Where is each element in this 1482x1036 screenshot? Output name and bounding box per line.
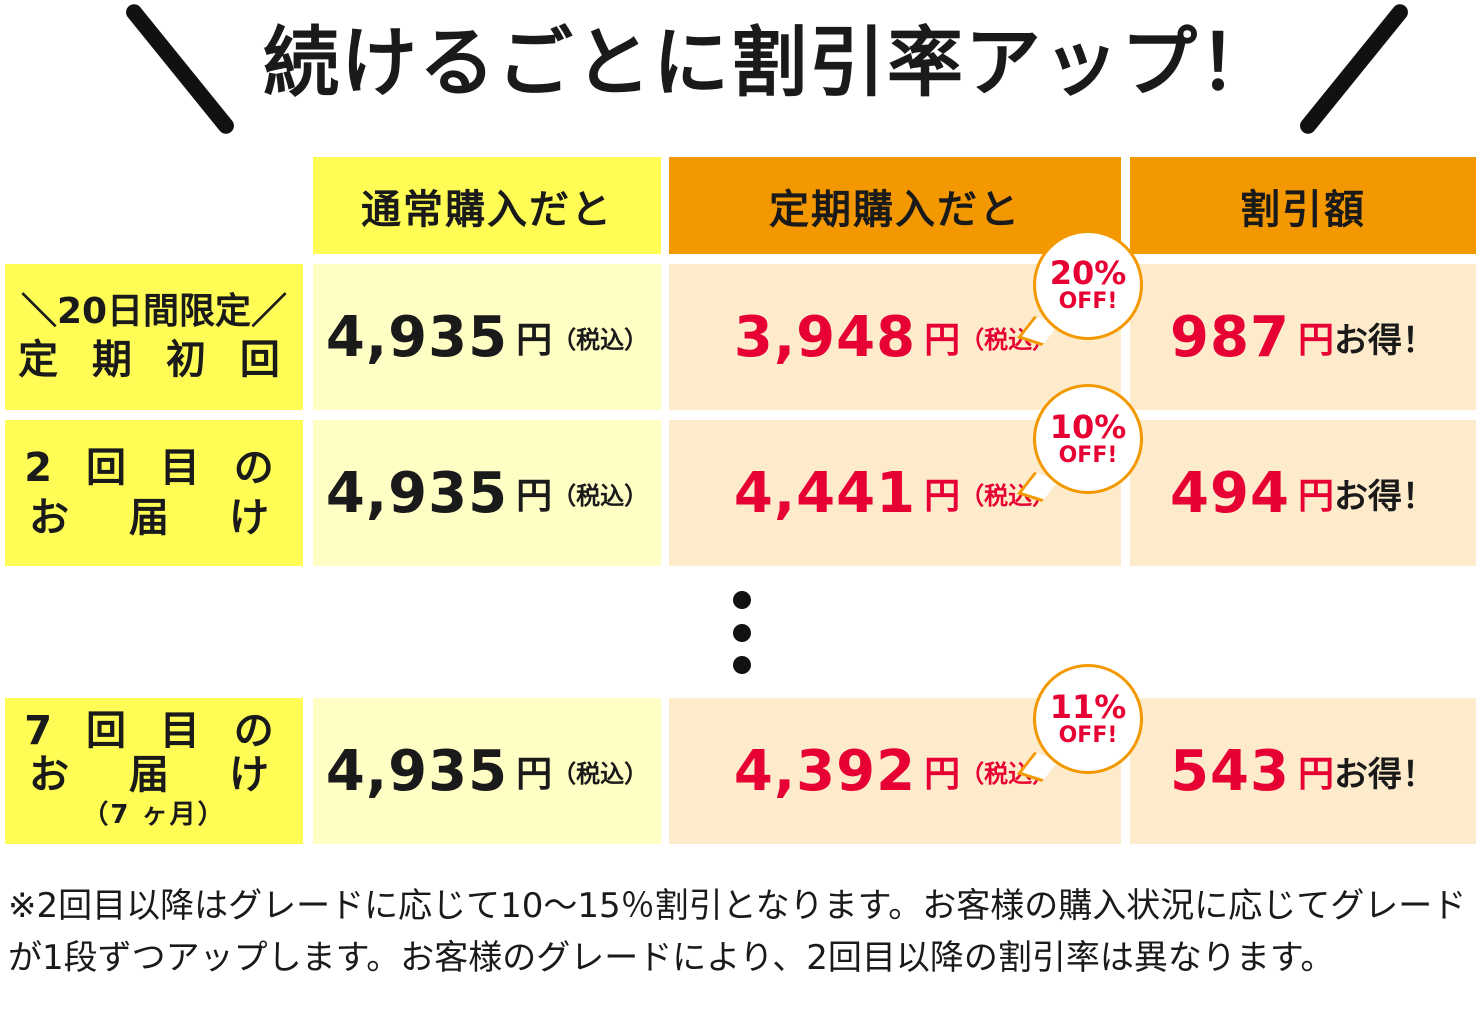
yen-unit: 円 <box>924 754 961 795</box>
row-label-sub: （7 ヶ月） <box>82 800 226 830</box>
row-label-line: 定 期 初 回 <box>18 337 290 383</box>
discount-badge: 10% OFF! <box>1033 384 1143 494</box>
yen-unit: 円 <box>1297 754 1334 795</box>
badge-percent: 11% <box>1049 688 1127 726</box>
saving-value: 543 <box>1170 738 1290 804</box>
badge-off: OFF! <box>1058 289 1118 314</box>
tax-included-label: （税込） <box>552 325 649 354</box>
row-label-first: ＼20日間限定／ 定 期 初 回 <box>5 264 303 410</box>
discount-badge: 11% OFF! <box>1033 664 1143 774</box>
saving-cell: 987 円 お得！ <box>1130 264 1476 410</box>
price-value: 4,392 <box>733 738 917 804</box>
normal-price-cell: 4,935 円 （税込） <box>313 698 661 844</box>
header-discount-amount: 割引額 <box>1130 157 1476 254</box>
yen-unit: 円 <box>516 754 553 795</box>
yen-unit: 円 <box>924 320 961 361</box>
badge-percent: 20% <box>1049 254 1127 292</box>
yen-unit: 円 <box>516 476 553 517</box>
saving-suffix: お得！ <box>1333 320 1436 361</box>
saving-value: 494 <box>1170 460 1290 526</box>
page-title: 続けるごとに割引率アップ！ <box>263 18 1277 107</box>
row-label-line: 7 回 目 の <box>24 708 284 754</box>
saving-value: 987 <box>1170 304 1290 370</box>
price-value: 4,935 <box>325 460 509 526</box>
row-label-line: お 届 け <box>29 752 279 798</box>
ellipsis-dot <box>733 624 751 642</box>
ellipsis-dot <box>733 591 751 609</box>
badge-off: OFF! <box>1058 443 1118 468</box>
row-label-line: お 届 け <box>29 495 279 541</box>
row-label-line: ＼20日間限定／ <box>20 291 288 332</box>
price-value: 4,935 <box>325 738 509 804</box>
header-subscription-purchase: 定期購入だと <box>669 157 1121 254</box>
yen-unit: 円 <box>516 320 553 361</box>
yen-unit: 円 <box>1297 320 1334 361</box>
discount-badge: 20% OFF! <box>1033 230 1143 340</box>
normal-price-cell: 4,935 円 （税込） <box>313 420 661 566</box>
row-label-line: 2 回 目 の <box>24 445 284 491</box>
price-value: 4,441 <box>733 460 917 526</box>
saving-cell: 494 円 お得！ <box>1130 420 1476 566</box>
row-label-seventh: 7 回 目 の お 届 け （7 ヶ月） <box>5 698 303 844</box>
yen-unit: 円 <box>1297 476 1334 517</box>
saving-suffix: お得！ <box>1333 476 1436 517</box>
tax-included-label: （税込） <box>552 481 649 510</box>
saving-cell: 543 円 お得！ <box>1130 698 1476 844</box>
header-normal-purchase: 通常購入だと <box>313 157 661 254</box>
saving-suffix: お得！ <box>1333 754 1436 795</box>
subscription-price-cell: 4,441 円 （税込） <box>669 420 1121 566</box>
row-label-second: 2 回 目 の お 届 け <box>5 420 303 566</box>
tax-included-label: （税込） <box>552 759 649 788</box>
decorative-slash-left <box>122 1 238 137</box>
decorative-slash-right <box>1296 1 1412 137</box>
badge-off: OFF! <box>1058 723 1118 748</box>
ellipsis-dot <box>733 656 751 674</box>
badge-percent: 10% <box>1049 408 1127 446</box>
price-value: 3,948 <box>733 304 917 370</box>
price-value: 4,935 <box>325 304 509 370</box>
yen-unit: 円 <box>924 476 961 517</box>
footnote: ※2回目以降はグレードに応じて10〜15％割引となります。お客様の購入状況に応じ… <box>8 886 1467 978</box>
normal-price-cell: 4,935 円 （税込） <box>313 264 661 410</box>
